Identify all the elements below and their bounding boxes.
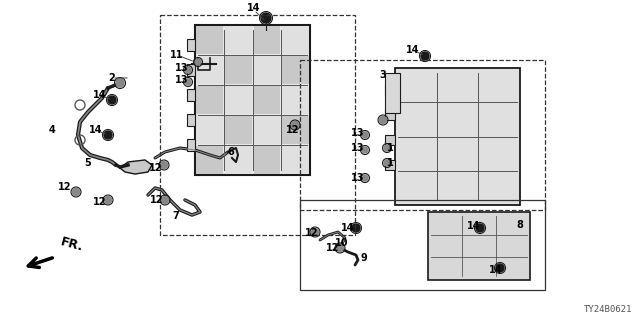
Text: TY24B0621: TY24B0621 (584, 305, 632, 314)
Bar (282, 116, 309, 144)
Text: 14: 14 (93, 90, 107, 100)
Bar (253, 146, 280, 174)
Circle shape (380, 116, 387, 124)
Text: FR.: FR. (59, 236, 84, 254)
Bar (253, 26, 280, 54)
Text: 6: 6 (228, 147, 234, 157)
Bar (196, 86, 223, 114)
Text: 3: 3 (380, 70, 387, 80)
Bar (300, 60, 545, 210)
Text: 14: 14 (341, 223, 355, 233)
Bar (385, 135, 395, 145)
Circle shape (312, 228, 319, 236)
Circle shape (195, 59, 201, 65)
Bar (282, 146, 309, 174)
Bar (187, 39, 195, 51)
Text: 12: 12 (150, 195, 164, 205)
Bar (282, 56, 309, 84)
Circle shape (384, 145, 390, 151)
Bar (187, 64, 195, 76)
Circle shape (421, 52, 429, 60)
Bar (225, 146, 252, 174)
Text: 12: 12 (286, 125, 300, 135)
Polygon shape (120, 160, 152, 174)
Circle shape (261, 13, 271, 23)
Text: 12: 12 (93, 197, 107, 207)
Text: 14: 14 (406, 45, 420, 55)
Bar (385, 160, 395, 170)
Bar (385, 110, 395, 120)
Text: 1: 1 (387, 143, 394, 153)
Circle shape (104, 196, 111, 204)
Text: 14: 14 (467, 221, 481, 231)
Text: 12: 12 (58, 182, 72, 192)
Circle shape (185, 67, 191, 73)
Bar (225, 56, 252, 84)
Bar (187, 89, 195, 101)
Bar (225, 116, 252, 144)
Circle shape (337, 244, 344, 252)
Circle shape (362, 132, 368, 138)
Text: 4: 4 (49, 125, 56, 135)
Bar (385, 85, 395, 95)
Text: 2: 2 (109, 73, 115, 83)
Bar (196, 56, 223, 84)
Bar (395, 68, 520, 205)
Text: 13: 13 (351, 173, 365, 183)
Bar (187, 114, 195, 126)
Circle shape (291, 122, 298, 129)
Circle shape (108, 96, 116, 104)
Circle shape (161, 196, 168, 204)
Text: 14: 14 (89, 125, 103, 135)
Bar (195, 25, 310, 175)
Text: 10: 10 (335, 238, 349, 248)
Text: 14: 14 (247, 3, 260, 13)
Text: 8: 8 (516, 220, 524, 230)
Circle shape (496, 264, 504, 272)
Text: 13: 13 (175, 75, 189, 85)
Bar (282, 86, 309, 114)
Text: 12: 12 (305, 228, 319, 238)
Text: 13: 13 (351, 128, 365, 138)
Circle shape (384, 160, 390, 166)
Bar (196, 116, 223, 144)
Bar (225, 26, 252, 54)
Text: 13: 13 (175, 63, 189, 73)
Bar (196, 146, 223, 174)
Bar (253, 86, 280, 114)
Circle shape (352, 224, 360, 232)
Circle shape (104, 131, 112, 139)
Circle shape (161, 162, 168, 169)
Text: 5: 5 (84, 158, 92, 168)
Bar (385, 73, 400, 113)
Text: 11: 11 (170, 50, 184, 60)
Circle shape (72, 188, 79, 196)
Bar (196, 26, 223, 54)
Text: 12: 12 (326, 243, 340, 253)
Bar (282, 26, 309, 54)
Bar (300, 200, 545, 290)
Circle shape (185, 79, 191, 85)
Text: 7: 7 (173, 211, 179, 221)
Bar (160, 15, 355, 235)
Text: 13: 13 (351, 143, 365, 153)
Circle shape (116, 79, 124, 87)
Bar (428, 212, 530, 280)
Text: 9: 9 (360, 253, 367, 263)
Text: 14: 14 (489, 265, 503, 275)
Bar (253, 56, 280, 84)
Bar (187, 139, 195, 151)
Bar (253, 116, 280, 144)
Text: 1: 1 (387, 158, 394, 168)
Circle shape (362, 175, 368, 181)
Circle shape (362, 147, 368, 153)
Bar (225, 86, 252, 114)
Circle shape (476, 224, 484, 232)
Text: 12: 12 (149, 163, 163, 173)
